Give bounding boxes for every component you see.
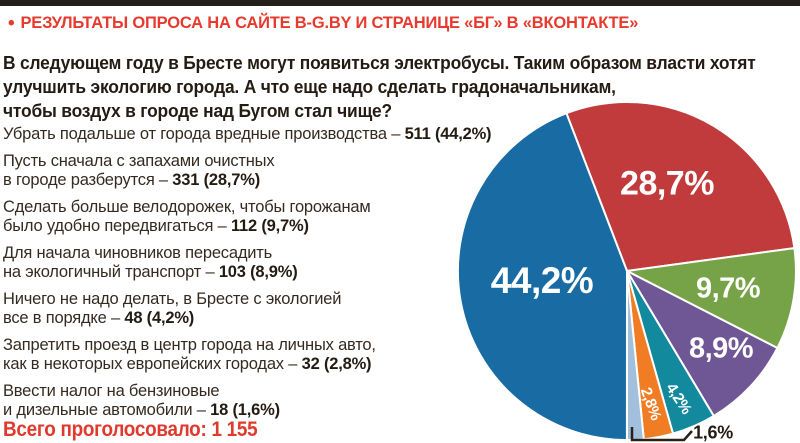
pie-label-44-2: 44,2%	[490, 260, 594, 301]
pie-slice-44,2%	[456, 112, 628, 441]
answer-item-4: Для начала чиновников пересадить на эколо…	[3, 244, 503, 282]
poll-question: В следующем году в Бресте могут появитьс…	[3, 51, 756, 123]
total-votes: Всего проголосовало: 1 155	[3, 418, 258, 441]
pie-label-1-6: 1,6%	[693, 422, 733, 443]
answer-text: Запретить проезд в центр города на личны…	[3, 336, 376, 354]
headline-text: РЕЗУЛЬТАТЫ ОПРОСА НА САЙТЕ B-G.BY И СТРА…	[20, 14, 639, 32]
pie-slice-8,9%	[626, 270, 779, 417]
answer-text: все в порядке –	[3, 309, 125, 327]
answer-value: 32 (2,8%)	[301, 355, 372, 373]
answer-value: 112 (9,7%)	[230, 217, 309, 235]
answer-value: 48 (4,2%)	[124, 309, 195, 327]
pie-label-9-7: 9,7%	[695, 272, 761, 305]
pie-label-8-9: 8,9%	[688, 332, 754, 365]
answer-item-2: Пусть сначала с запахами очистных в город…	[3, 152, 503, 190]
answer-text: и дизельные автомобили –	[3, 401, 211, 419]
answer-text: в городе разберутся –	[3, 171, 173, 189]
answer-text: Ввести налог на бензиновые	[3, 382, 220, 400]
question-line-2: улучшить экологию города. А что еще надо…	[3, 76, 616, 97]
answer-item-5: Ничего не надо делать, в Бресте с эколог…	[3, 290, 503, 328]
answer-text: Убрать подальше от города вредные произв…	[3, 125, 405, 143]
top-bar	[0, 0, 800, 6]
pie-slice-28,7%	[565, 100, 796, 272]
answer-text: Пусть сначала с запахами очистных	[3, 152, 275, 170]
answer-item-1: Убрать подальше от города вредные произв…	[3, 125, 503, 144]
answer-text: было удобно передвигаться –	[3, 217, 231, 235]
answer-value: 511 (44,2%)	[404, 125, 492, 143]
pie-slice-9,7%	[626, 247, 797, 349]
answer-item-6: Запретить проезд в центр города на личны…	[3, 336, 503, 374]
question-line-3: чтобы воздух в городе над Бугом стал чищ…	[3, 100, 392, 121]
answer-value: 331 (28,7%)	[172, 171, 260, 189]
answer-value: 18 (1,6%)	[210, 401, 280, 419]
answer-item-3: Сделать больше велодорожек, чтобы горожа…	[3, 198, 503, 236]
answer-item-7: Ввести налог на бензиновые и дизельные ав…	[3, 382, 503, 420]
headline: • РЕЗУЛЬТАТЫ ОПРОСА НА САЙТЕ B-G.BY И СТР…	[8, 12, 638, 35]
answer-text: Сделать больше велодорожек, чтобы горожа…	[3, 198, 371, 216]
pie-label-28-7: 28,7%	[620, 164, 714, 203]
answer-text: на экологичный транспорт –	[3, 263, 219, 281]
question-line-1: В следующем году в Бресте могут появитьс…	[3, 52, 756, 73]
answer-text: Ничего не надо делать, в Бресте с эколог…	[3, 290, 342, 308]
answer-text: как в некоторых европейских городах –	[3, 355, 302, 373]
answers-list: Убрать подальше от города вредные произв…	[3, 125, 503, 428]
bullet-icon: •	[8, 13, 15, 34]
answer-text: Для начала чиновников пересадить	[3, 244, 273, 262]
answer-value: 103 (8,9%)	[218, 263, 298, 281]
pie-callout-line	[630, 427, 693, 442]
